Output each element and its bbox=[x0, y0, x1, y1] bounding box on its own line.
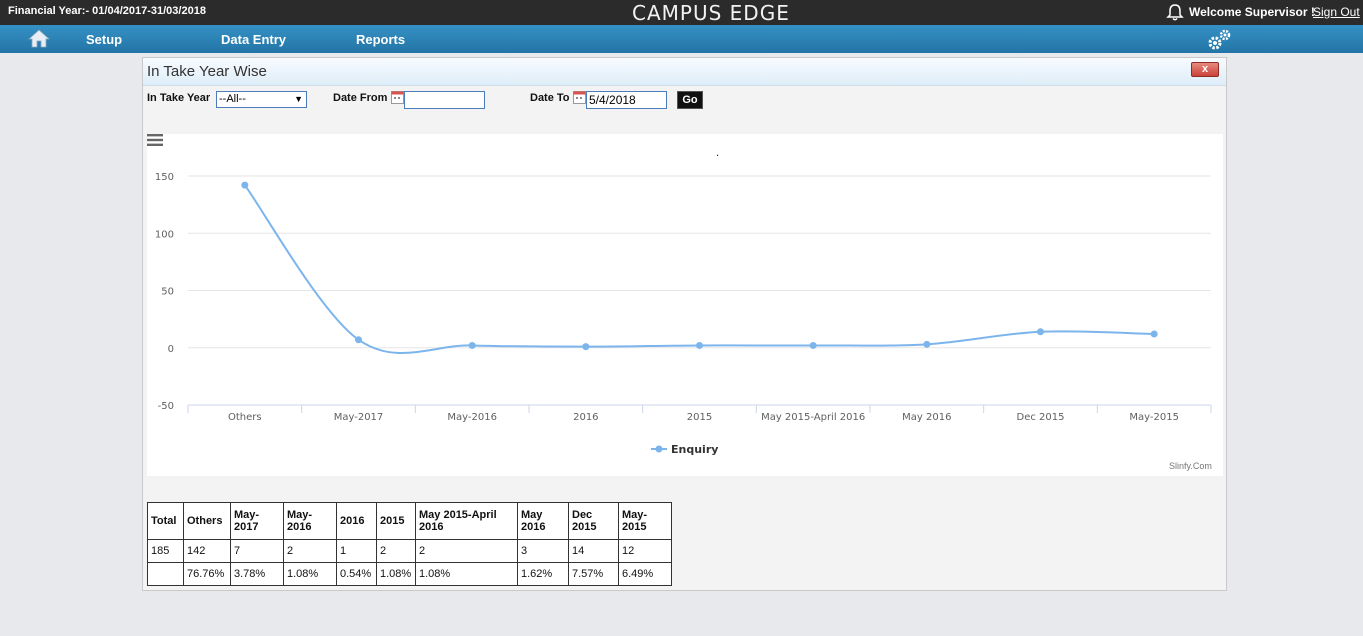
date-to-input[interactable]: 5/4/2018 bbox=[586, 91, 667, 109]
table-header-cell: May 2015-April 2016 bbox=[415, 502, 518, 540]
nav-data-entry[interactable]: Data Entry bbox=[221, 32, 287, 47]
table-cell: 6.49% bbox=[618, 562, 672, 586]
summary-table: Total Others May-2017 May-2016 2016 2015 May 2… bbox=[147, 502, 672, 586]
table-cell: 1.08% bbox=[415, 562, 518, 586]
data-point bbox=[809, 341, 817, 349]
x-tick-label: May-2016 bbox=[447, 412, 497, 423]
x-tick-label: May-2017 bbox=[334, 412, 384, 423]
data-point bbox=[1037, 328, 1044, 336]
x-tick-label: 2015 bbox=[687, 412, 712, 423]
nav-setup[interactable]: Setup bbox=[86, 32, 123, 47]
date-from-label: Date From bbox=[333, 92, 388, 104]
date-to-label: Date To bbox=[530, 92, 570, 104]
data-point bbox=[582, 343, 590, 351]
series-line-enquiry bbox=[244, 184, 1155, 354]
financial-year: Financial Year:- 01/04/2017-31/03/2018 bbox=[8, 5, 206, 17]
date-from-input[interactable] bbox=[404, 91, 485, 109]
table-cell: 2 bbox=[283, 539, 337, 563]
y-tick-label: -50 bbox=[158, 401, 174, 412]
table-header-cell: May-2016 bbox=[283, 502, 337, 540]
table-cell: 0.54% bbox=[336, 562, 377, 586]
data-point bbox=[923, 340, 931, 348]
table-cell: 142 bbox=[183, 539, 231, 563]
table-cell: 14 bbox=[568, 539, 619, 563]
x-tick-label: 2016 bbox=[573, 412, 598, 423]
data-point bbox=[355, 336, 362, 344]
dropdown-arrow-icon: ▼ bbox=[294, 94, 303, 104]
table-header-cell: Total bbox=[147, 502, 184, 540]
table-cell: 185 bbox=[147, 539, 184, 563]
close-button[interactable]: x bbox=[1191, 62, 1219, 77]
x-tick-label: May 2016 bbox=[902, 412, 951, 423]
table-cell: 7 bbox=[230, 539, 284, 563]
legend-label-enquiry: Enquiry bbox=[671, 443, 718, 456]
panel-header: In Take Year Wise x bbox=[143, 58, 1226, 86]
gear-icon[interactable] bbox=[1207, 27, 1233, 51]
table-header-row: Total Others May-2017 May-2016 2016 2015 May 2… bbox=[147, 502, 672, 540]
go-button[interactable]: Go bbox=[677, 91, 703, 109]
table-header-cell: Dec 2015 bbox=[568, 502, 619, 540]
calendar-icon[interactable] bbox=[573, 91, 586, 104]
table-cell: 12 bbox=[618, 539, 672, 563]
nav-reports[interactable]: Reports bbox=[356, 32, 406, 47]
table-header-cell: 2015 bbox=[376, 502, 416, 540]
table-cell: 1 bbox=[336, 539, 377, 563]
y-tick-label: 150 bbox=[155, 172, 174, 183]
y-tick-label: 50 bbox=[161, 287, 174, 298]
x-tick-label: May-2015 bbox=[1129, 412, 1179, 423]
intake-year-select[interactable]: --All-- ▼ bbox=[216, 91, 307, 108]
table-header-cell: Others bbox=[183, 502, 231, 540]
top-bar: Financial Year:- 01/04/2017-31/03/2018 C… bbox=[0, 0, 1363, 25]
bell-icon[interactable] bbox=[1166, 3, 1184, 22]
data-point bbox=[1150, 330, 1158, 338]
calendar-icon[interactable] bbox=[391, 91, 404, 104]
table-cell: 3 bbox=[517, 539, 569, 563]
table-cell: 3.78% bbox=[230, 562, 284, 586]
table-cell: 7.57% bbox=[568, 562, 619, 586]
x-tick-label: Dec 2015 bbox=[1017, 412, 1065, 423]
table-cell: 1.08% bbox=[283, 562, 337, 586]
chart-credit[interactable]: Slinfy.Com bbox=[1169, 461, 1212, 471]
intake-year-label: In Take Year bbox=[147, 92, 211, 104]
line-chart: . -50 0 50 100 150 Others May-2017 May-2016 2016 2… bbox=[155, 145, 1212, 456]
table-row: 185 142 7 2 1 2 2 3 14 12 bbox=[147, 539, 672, 563]
table-cell: 1.62% bbox=[517, 562, 569, 586]
table-cell: 1.08% bbox=[376, 562, 416, 586]
table-header-cell: May 2016 bbox=[517, 502, 569, 540]
data-point bbox=[241, 181, 249, 189]
chart-title: . bbox=[716, 145, 719, 159]
table-row: 76.76% 3.78% 1.08% 0.54% 1.08% 1.08% 1.62% 7.57… bbox=[147, 562, 672, 586]
data-point bbox=[696, 341, 703, 349]
x-tick-label: May 2015-April 2016 bbox=[761, 412, 865, 423]
legend-marker bbox=[655, 445, 663, 453]
nav-bar: Setup Data Entry Reports bbox=[0, 25, 1363, 53]
table-cell: 76.76% bbox=[183, 562, 231, 586]
welcome-text: Welcome Supervisor ! bbox=[1189, 5, 1315, 19]
panel-title: In Take Year Wise bbox=[147, 63, 267, 80]
chart-container: . -50 0 50 100 150 Others May-2017 May-2016 2016 2… bbox=[147, 134, 1223, 476]
home-icon[interactable] bbox=[28, 28, 50, 48]
x-tick-label: Others bbox=[228, 412, 262, 423]
campus-edge-logo: CAMPUS EDGE bbox=[632, 1, 790, 25]
y-tick-label: 0 bbox=[168, 344, 174, 355]
data-point bbox=[468, 341, 476, 349]
chart-menu-icon[interactable] bbox=[147, 134, 163, 146]
table-header-cell: 2016 bbox=[336, 502, 377, 540]
table-header-cell: May-2015 bbox=[618, 502, 672, 540]
intake-year-panel: In Take Year Wise x In Take Year --All--… bbox=[142, 57, 1227, 591]
intake-year-value: --All-- bbox=[219, 93, 246, 105]
table-cell bbox=[147, 562, 184, 586]
y-tick-label: 100 bbox=[155, 229, 174, 240]
table-cell: 2 bbox=[376, 539, 416, 563]
table-header-cell: May-2017 bbox=[230, 502, 284, 540]
sign-out-link[interactable]: Sign Out bbox=[1313, 5, 1360, 19]
table-cell: 2 bbox=[415, 539, 518, 563]
